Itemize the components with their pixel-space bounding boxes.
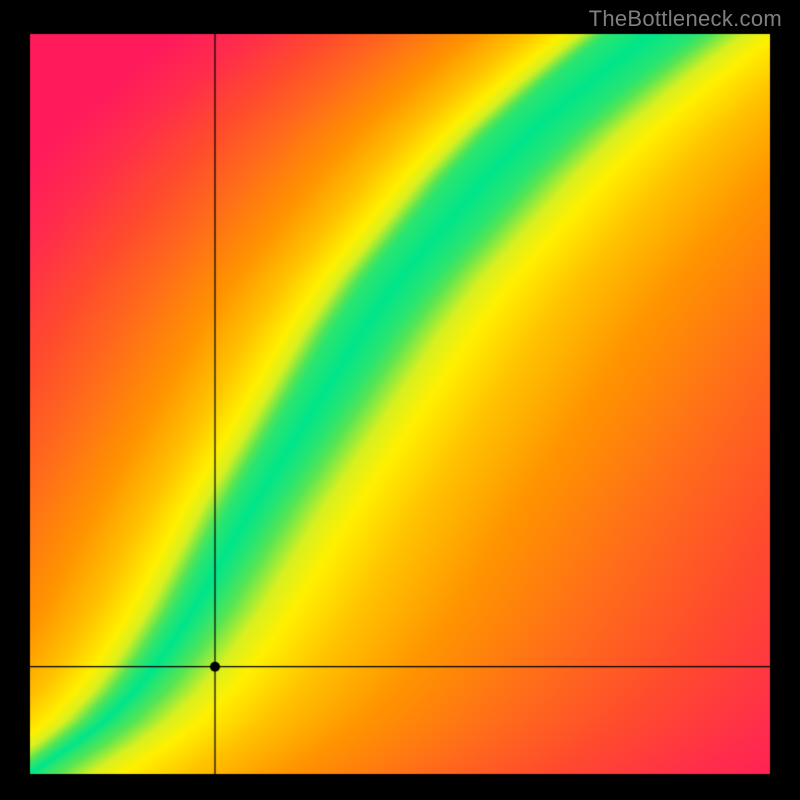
chart-container: TheBottleneck.com (0, 0, 800, 800)
watermark-text: TheBottleneck.com (589, 6, 782, 32)
bottleneck-heatmap (0, 0, 800, 800)
